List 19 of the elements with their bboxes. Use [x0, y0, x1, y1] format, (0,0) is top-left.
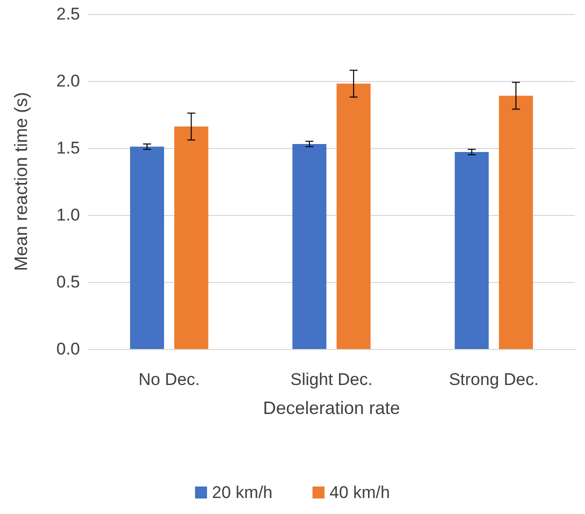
- y-tick-label: 2.5: [56, 4, 80, 24]
- bar: [174, 126, 208, 349]
- legend-label: 20 km/h: [212, 483, 273, 502]
- y-tick-label: 2.0: [56, 72, 80, 90]
- bar: [454, 152, 489, 349]
- bar: [336, 84, 371, 349]
- y-tick-label: 0.0: [56, 340, 80, 358]
- bar: [130, 146, 164, 349]
- x-tick-label: Slight Dec.: [290, 370, 373, 389]
- y-tick-label: 0.5: [56, 272, 80, 292]
- x-axis-title: Deceleration rate: [262, 398, 400, 418]
- y-tick-label: 1.0: [56, 206, 80, 224]
- x-tick-label: Strong Dec.: [448, 370, 539, 389]
- x-tick-label: No Dec.: [138, 370, 200, 389]
- y-axis-title: Mean reaction time (s): [11, 92, 31, 272]
- bar: [498, 96, 533, 349]
- bar: [292, 144, 326, 349]
- legend-label: 40 km/h: [330, 483, 390, 502]
- y-tick-label: 1.5: [56, 138, 80, 158]
